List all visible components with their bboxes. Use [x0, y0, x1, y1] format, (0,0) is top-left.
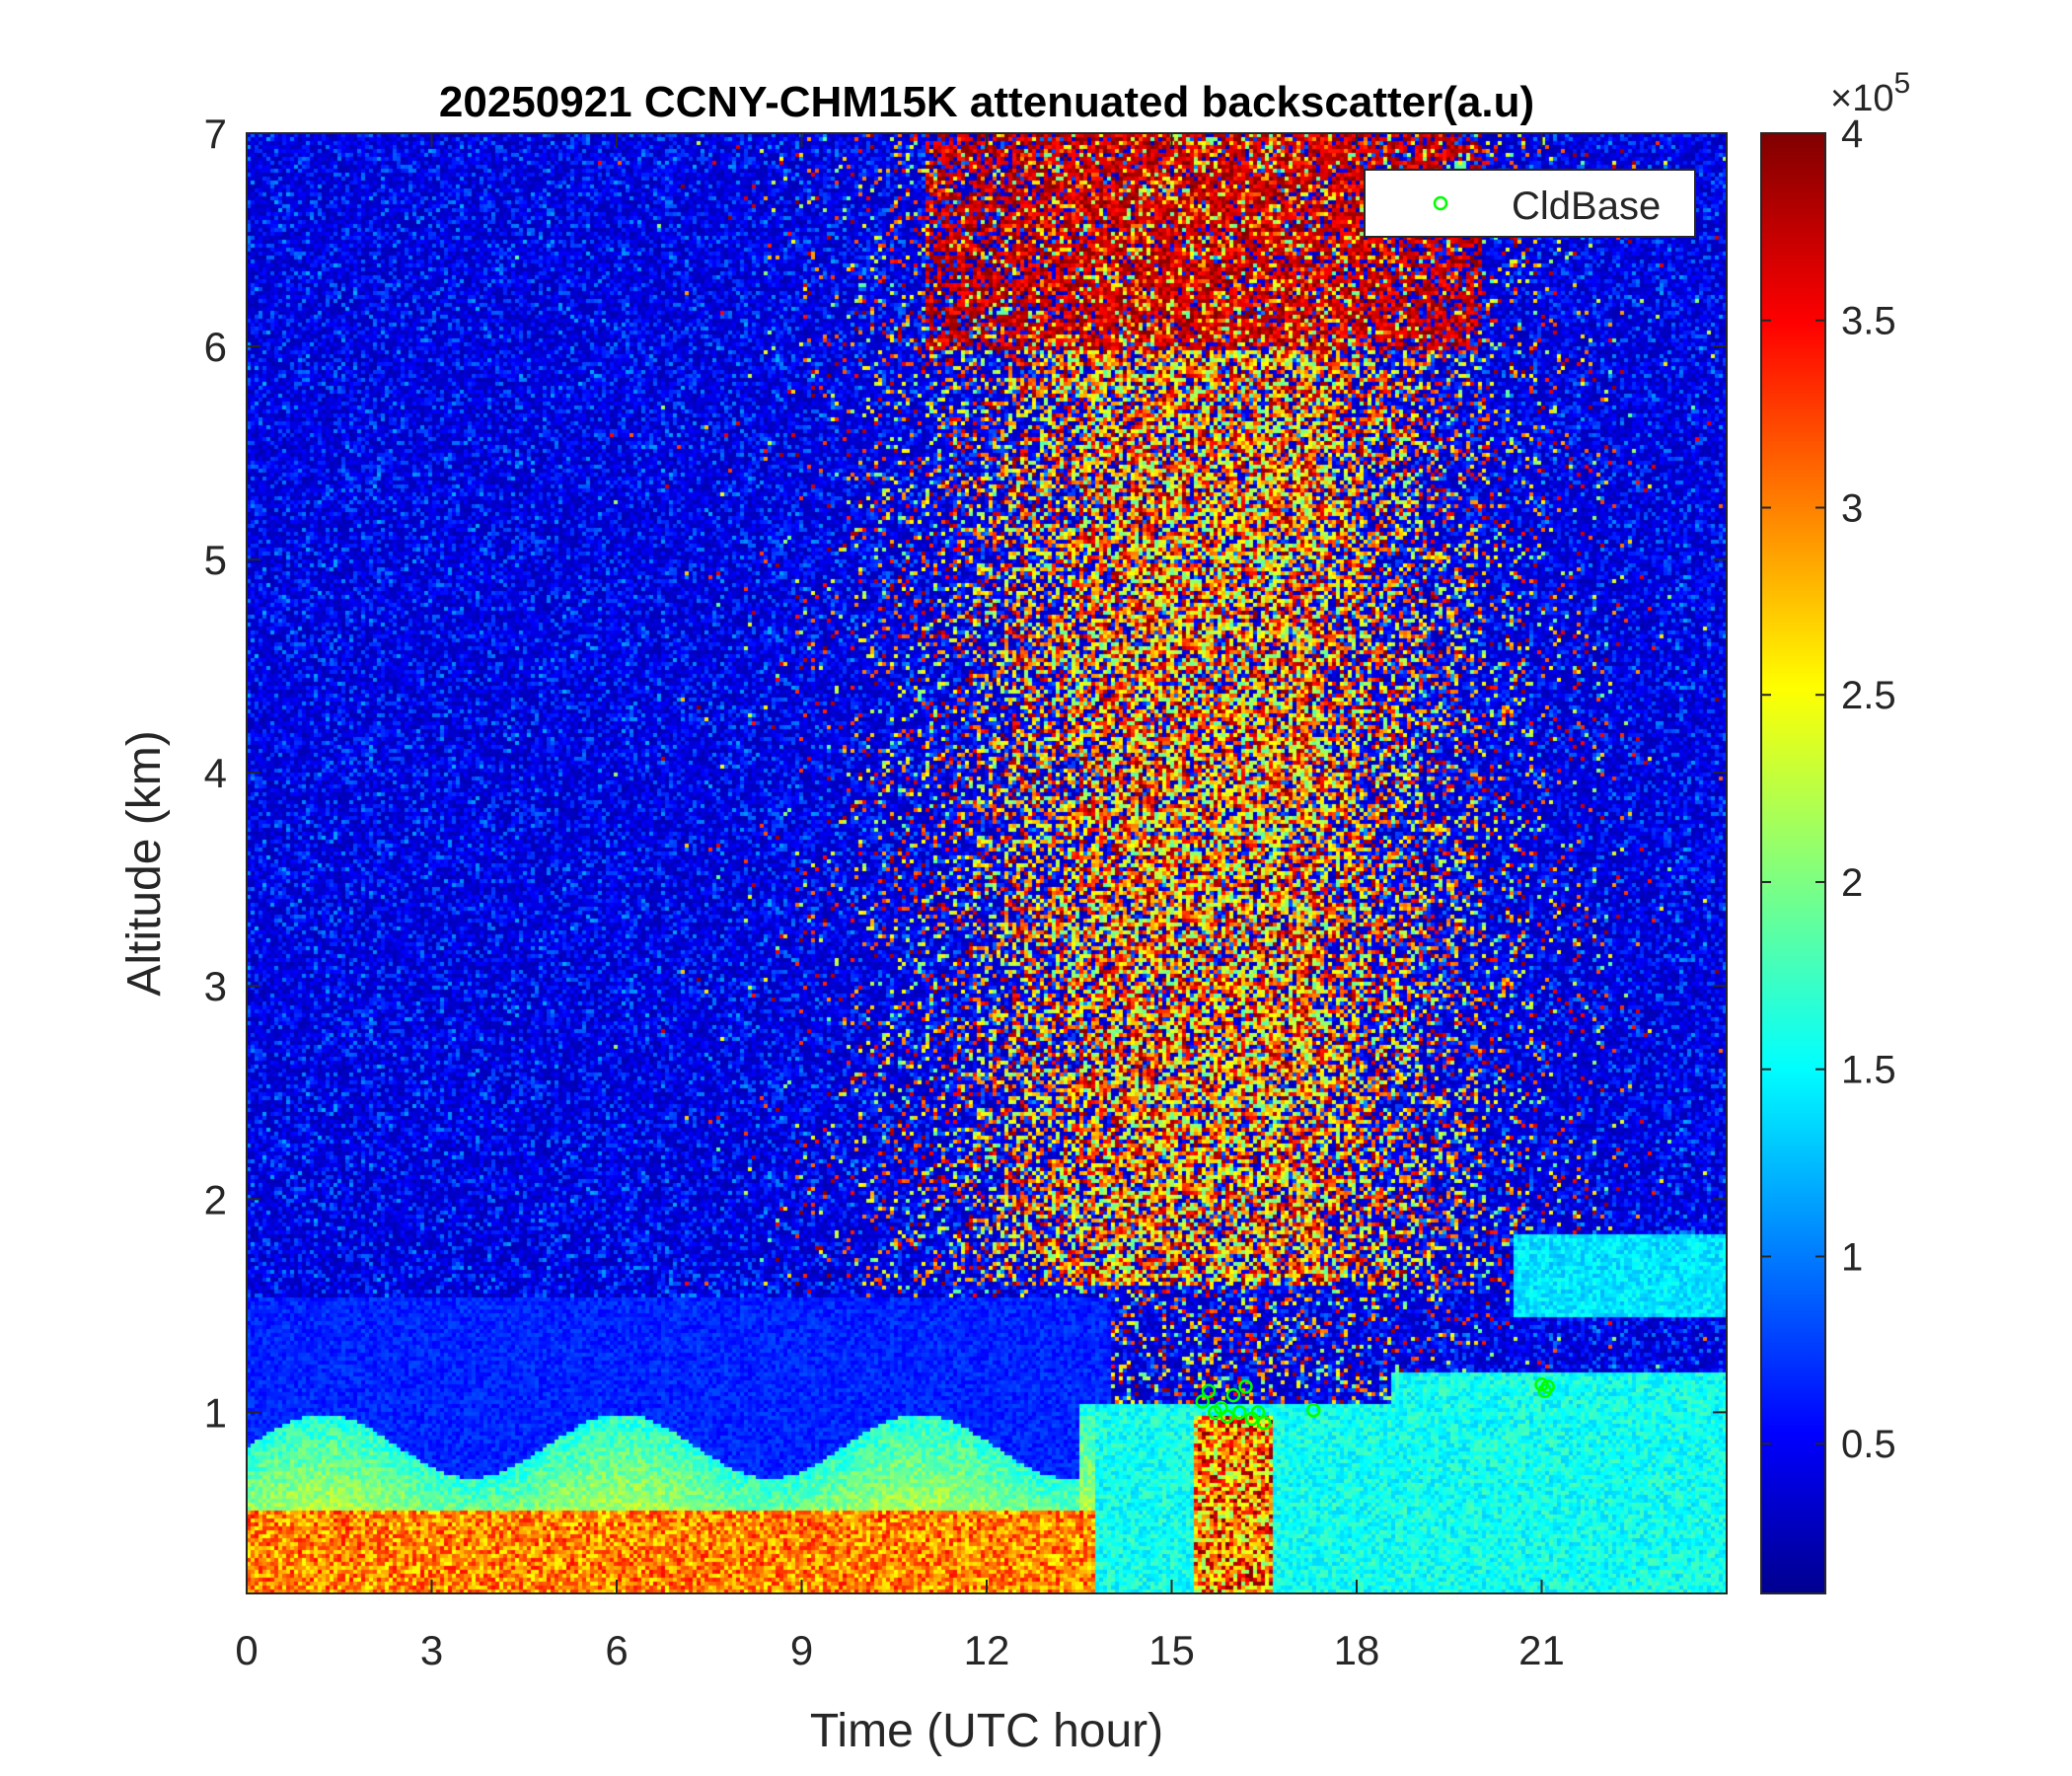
y-axis-label: Altitude (km)	[118, 730, 171, 996]
x-tick-label: 21	[1518, 1627, 1565, 1673]
x-tick-label: 18	[1334, 1627, 1380, 1673]
cloud-base-point	[1232, 1405, 1247, 1420]
legend-label: CldBase	[1512, 185, 1661, 228]
x-tick-label: 15	[1148, 1627, 1195, 1673]
legend: CldBase	[1364, 169, 1696, 238]
colorbar-exponent-power: 5	[1893, 67, 1910, 100]
y-tick-label: 4	[204, 750, 227, 796]
legend-box	[1364, 169, 1696, 238]
colorbar-exponent: ×105	[1830, 67, 1910, 119]
colorbar-tick-label: 1.5	[1841, 1049, 1896, 1092]
y-tick-label: 1	[204, 1389, 227, 1436]
cloud-base-point	[1220, 1409, 1234, 1424]
cloud-base-point	[1195, 1394, 1210, 1409]
colorbar-tick-label: 1	[1841, 1235, 1863, 1279]
y-tick-label: 6	[204, 324, 227, 370]
colorbar-gradient	[1760, 132, 1826, 1594]
x-tick-label: 6	[605, 1627, 628, 1673]
cloud-base-point	[1306, 1402, 1321, 1418]
heatmap-image	[247, 133, 1727, 1593]
colorbar-exponent-base: ×10	[1830, 78, 1893, 119]
x-tick-label: 9	[790, 1627, 813, 1673]
colorbar-tick-label: 3	[1841, 486, 1863, 530]
cloud-base-point	[1225, 1387, 1241, 1403]
colorbar-tick-label: 0.5	[1841, 1423, 1896, 1466]
colorbar-tick-label: 3.5	[1841, 300, 1896, 343]
cloud-base-point	[1257, 1415, 1272, 1431]
x-tick-label: 3	[420, 1627, 443, 1673]
colorbar-tick-label: 2.5	[1841, 674, 1896, 717]
cloud-base-point	[1250, 1405, 1266, 1420]
x-tick-label: 12	[964, 1627, 1010, 1673]
plot-area	[246, 132, 1728, 1594]
colorbar: 0.5 1 1.5 2 2.5 3 3.5 4 ×105	[1760, 67, 1910, 1594]
legend-marker	[1433, 195, 1448, 211]
colorbar-ticks: 0.5 1 1.5 2 2.5 3 3.5 4	[1761, 112, 1896, 1466]
cloud-base-point	[1238, 1379, 1253, 1394]
y-tick-label: 2	[204, 1176, 227, 1222]
cloud-base-point	[1540, 1379, 1555, 1394]
x-tick-label: 0	[235, 1627, 258, 1673]
y-tick-label: 3	[204, 963, 227, 1009]
colorbar-tick-label: 4	[1841, 112, 1863, 156]
cloud-base-point	[1201, 1383, 1217, 1398]
y-tick-label: 5	[204, 537, 227, 583]
x-axis: 0 3 6 9 12 15 18 21	[235, 133, 1565, 1673]
chart-title: 20250921 CCNY-CHM15K attenuated backscat…	[439, 78, 1534, 126]
x-axis-label: Time (UTC hour)	[810, 1705, 1163, 1757]
y-axis: 1 2 3 4 5 6 7	[204, 111, 1727, 1436]
cloud-base-markers	[1195, 1377, 1555, 1431]
y-tick-label: 7	[204, 111, 227, 157]
colorbar-tick-label: 2	[1841, 861, 1863, 905]
